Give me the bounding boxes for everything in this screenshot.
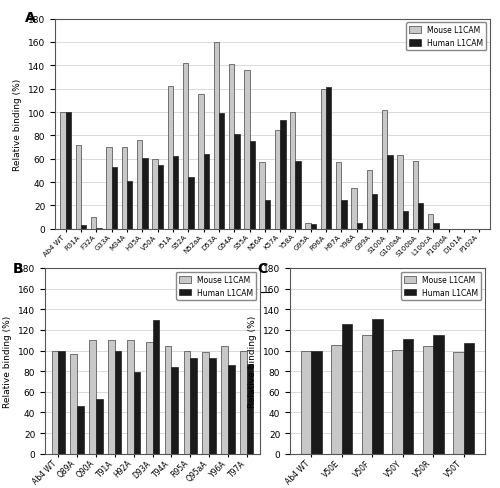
Legend: Mouse L1CAM, Human L1CAM: Mouse L1CAM, Human L1CAM (176, 272, 256, 300)
Legend: Mouse L1CAM, Human L1CAM: Mouse L1CAM, Human L1CAM (402, 272, 481, 300)
Bar (312, 351, 322, 454)
Bar (108, 341, 115, 454)
Bar (402, 340, 413, 454)
Bar (275, 130, 280, 229)
Bar (320, 89, 326, 229)
Bar (106, 148, 112, 229)
Bar (77, 407, 84, 454)
Bar (228, 365, 234, 454)
Bar (66, 113, 71, 229)
Bar (234, 135, 239, 229)
Bar (173, 157, 178, 229)
Bar (247, 364, 254, 454)
Bar (260, 163, 265, 229)
Bar (392, 350, 402, 454)
Bar (115, 351, 121, 454)
Bar (464, 344, 474, 454)
Bar (122, 148, 127, 229)
Bar (336, 163, 342, 229)
Bar (352, 188, 356, 229)
Bar (183, 64, 188, 229)
Bar (96, 399, 102, 454)
Bar (58, 351, 65, 454)
Bar (188, 178, 194, 229)
Bar (402, 212, 408, 229)
Bar (52, 351, 58, 454)
Bar (412, 162, 418, 229)
Bar (142, 158, 148, 229)
Bar (418, 203, 424, 229)
Bar (290, 113, 296, 229)
Bar (362, 335, 372, 454)
Bar (184, 351, 190, 454)
Bar (91, 218, 96, 229)
Bar (70, 354, 77, 454)
Bar (372, 194, 378, 229)
Bar (134, 372, 140, 454)
Bar (342, 200, 347, 229)
Bar (146, 343, 152, 454)
Bar (280, 121, 285, 229)
Bar (265, 200, 270, 229)
Y-axis label: Relative binding (%): Relative binding (%) (248, 315, 258, 407)
Bar (306, 224, 311, 229)
Y-axis label: Relative binding (%): Relative binding (%) (14, 79, 22, 170)
Bar (202, 352, 209, 454)
Bar (112, 167, 117, 229)
Bar (158, 165, 163, 229)
Bar (342, 324, 352, 454)
Bar (172, 367, 178, 454)
Bar (453, 352, 464, 454)
Text: C: C (257, 261, 267, 275)
Bar (168, 87, 173, 229)
Bar (222, 346, 228, 454)
Bar (240, 351, 247, 454)
Bar (366, 171, 372, 229)
Bar (398, 156, 402, 229)
Text: A: A (24, 11, 36, 25)
Bar (422, 346, 433, 454)
Bar (81, 226, 86, 229)
Text: HCDR3: HCDR3 (356, 309, 388, 318)
Text: HCDR2: HCDR2 (196, 309, 227, 318)
Bar (198, 95, 203, 229)
Y-axis label: Relative binding (%): Relative binding (%) (4, 315, 13, 407)
Bar (428, 214, 434, 229)
Bar (204, 155, 209, 229)
Bar (127, 341, 134, 454)
Bar (434, 224, 438, 229)
Bar (382, 110, 388, 229)
Bar (90, 341, 96, 454)
Bar (165, 346, 172, 454)
Bar (152, 160, 158, 229)
Bar (229, 65, 234, 229)
Bar (250, 142, 255, 229)
Bar (127, 182, 132, 229)
Bar (388, 156, 392, 229)
Bar (356, 224, 362, 229)
Bar (331, 346, 342, 454)
Bar (300, 351, 312, 454)
Bar (311, 224, 316, 229)
Bar (137, 141, 142, 229)
Bar (96, 228, 102, 229)
Bar (296, 162, 301, 229)
Bar (209, 358, 216, 454)
Text: HCDR1: HCDR1 (96, 309, 128, 318)
Legend: Mouse L1CAM, Human L1CAM: Mouse L1CAM, Human L1CAM (406, 23, 486, 51)
Bar (190, 358, 197, 454)
Bar (60, 113, 66, 229)
Bar (372, 319, 383, 454)
Bar (219, 114, 224, 229)
Bar (214, 43, 219, 229)
Bar (433, 335, 444, 454)
Bar (76, 145, 81, 229)
Text: B: B (13, 261, 24, 275)
Bar (244, 71, 250, 229)
Bar (326, 88, 332, 229)
Bar (152, 320, 159, 454)
